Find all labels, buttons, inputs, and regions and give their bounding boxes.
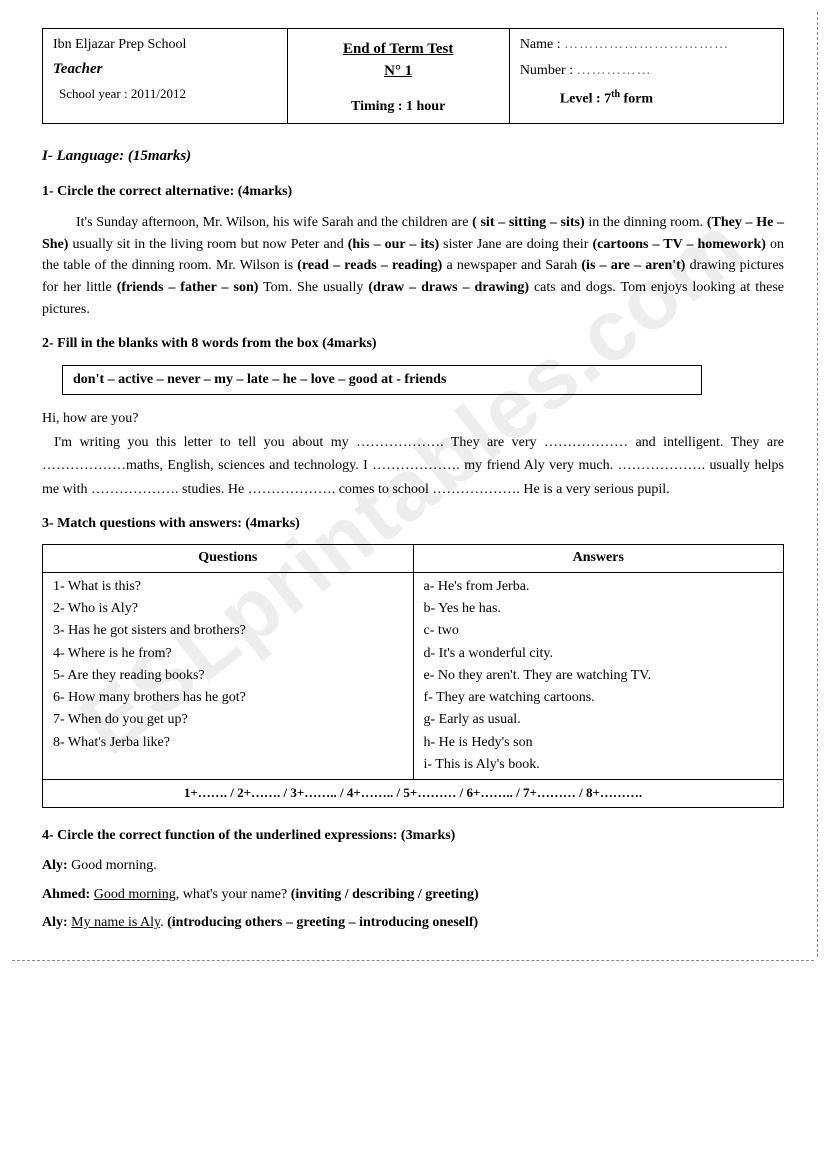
number-dots: ……………	[577, 63, 652, 78]
page-border-bottom	[12, 960, 814, 961]
page-border-right	[817, 12, 818, 957]
section-title: I- Language: (15marks)	[42, 146, 784, 168]
question-item: 5- Are they reading books?	[53, 665, 403, 687]
questions-list: 1- What is this?2- Who is Aly?3- Has he …	[53, 576, 403, 754]
dialog-line: Ahmed: Good morning, what's your name? (…	[42, 885, 784, 905]
header-table: Ibn Eljazar Prep School Teacher School y…	[42, 28, 784, 124]
answer-item: d- It's a wonderful city.	[424, 643, 774, 665]
header-center-cell: End of Term Test N° 1 Timing : 1 hour	[287, 29, 509, 124]
answer-key-row[interactable]: 1+……. / 2+……. / 3+…….. / 4+…….. / 5+……… …	[43, 780, 784, 808]
question-item: 6- How many brothers has he got?	[53, 687, 403, 709]
name-field[interactable]: Name : ……………………………	[520, 35, 773, 55]
question-item: 8- What's Jerba like?	[53, 732, 403, 754]
answers-cell: a- He's from Jerba.b- Yes he has.c- twod…	[413, 572, 784, 780]
answer-item: i- This is Aly's book.	[424, 754, 774, 776]
match-table: Questions Answers 1- What is this?2- Who…	[42, 544, 784, 808]
name-label: Name :	[520, 37, 561, 52]
teacher-label: Teacher	[53, 55, 277, 85]
test-title-line2: N° 1	[384, 63, 412, 79]
question-item: 2- Who is Aly?	[53, 598, 403, 620]
q2-title: 2- Fill in the blanks with 8 words from …	[42, 334, 784, 354]
q4-title: 4- Circle the correct function of the un…	[42, 826, 784, 846]
q2-letter: Hi, how are you? I'm writing you this le…	[42, 407, 784, 502]
question-item: 7- When do you get up?	[53, 709, 403, 731]
word-box: don't – active – never – my – late – he …	[62, 365, 702, 395]
answer-item: f- They are watching cartoons.	[424, 687, 774, 709]
header-left-cell: Ibn Eljazar Prep School Teacher School y…	[43, 29, 288, 124]
name-dots: ……………………………	[564, 37, 729, 52]
test-timing: Timing : 1 hour	[351, 97, 445, 117]
school-year: School year : 2011/2012	[53, 85, 277, 104]
q1-title: 1- Circle the correct alternative: (4mar…	[42, 182, 784, 202]
questions-header: Questions	[43, 545, 414, 572]
q4-dialog: Aly: Good morning. Ahmed: Good morning, w…	[42, 856, 784, 933]
answers-list: a- He's from Jerba.b- Yes he has.c- twod…	[424, 576, 774, 777]
question-item: 3- Has he got sisters and brothers?	[53, 620, 403, 642]
header-right-cell: Name : …………………………… Number : …………… Level …	[509, 29, 783, 124]
number-field[interactable]: Number : ……………	[520, 61, 773, 81]
answer-item: a- He's from Jerba.	[424, 576, 774, 598]
answer-item: e- No they aren't. They are watching TV.	[424, 665, 774, 687]
number-label: Number :	[520, 63, 573, 78]
dialog-line: Aly: Good morning.	[42, 856, 784, 876]
q1-passage: It's Sunday afternoon, Mr. Wilson, his w…	[42, 212, 784, 320]
question-item: 4- Where is he from?	[53, 643, 403, 665]
answer-item: h- He is Hedy's son	[424, 732, 774, 754]
level-label: Level : 7th form	[520, 88, 773, 110]
q2-body: I'm writing you this letter to tell you …	[42, 431, 784, 502]
questions-cell: 1- What is this?2- Who is Aly?3- Has he …	[43, 572, 414, 780]
answer-item: g- Early as usual.	[424, 709, 774, 731]
answer-item: c- two	[424, 620, 774, 642]
school-name: Ibn Eljazar Prep School	[53, 35, 277, 55]
question-item: 1- What is this?	[53, 576, 403, 598]
dialog-line: Aly: My name is Aly. (introducing others…	[42, 913, 784, 933]
q3-title: 3- Match questions with answers: (4marks…	[42, 514, 784, 534]
answers-header: Answers	[413, 545, 784, 572]
q2-greeting: Hi, how are you?	[42, 407, 784, 431]
test-title-line1: End of Term Test	[343, 39, 453, 61]
answer-item: b- Yes he has.	[424, 598, 774, 620]
